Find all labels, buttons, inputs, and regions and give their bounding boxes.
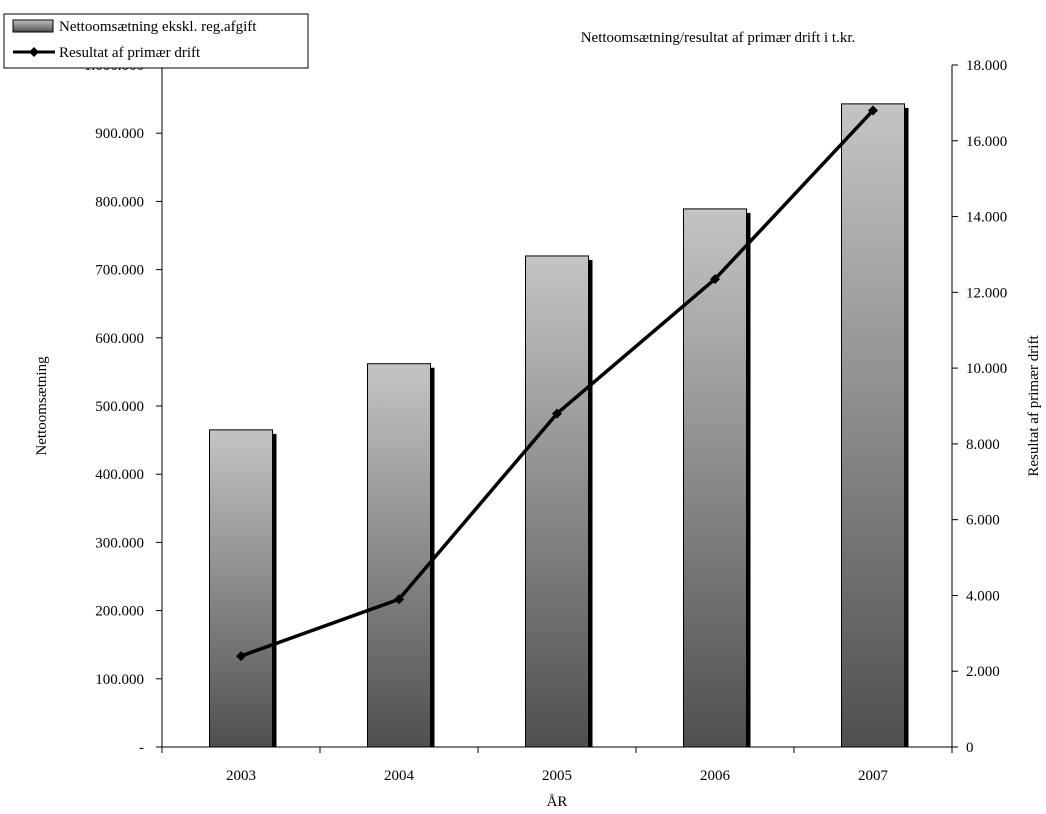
x-axis-title: ÅR [547,794,568,810]
legend: Nettoomsætning ekskl. reg.afgift Resulta… [3,13,309,69]
right-y-tick-label: 0 [966,740,974,756]
right-y-axis-title: Resultat af primær drift [1026,335,1042,477]
right-y-tick-label: 4.000 [966,588,1000,604]
right-y-tick-label: 6.000 [966,513,1000,529]
left-y-tick-label: 600.000 [95,331,144,347]
left-y-tick-label: 500.000 [95,399,144,415]
right-y-tick-label: 18.000 [966,58,1007,74]
legend-swatch-bar [12,19,54,33]
left-y-tick-label: - [139,740,144,756]
bars-layer [209,103,909,748]
line-point-2006 [710,274,720,285]
legend-label-line: Resultat af primær drift [59,45,201,61]
bar-2006 [683,208,747,748]
right-y-tick-label: 10.000 [966,361,1007,377]
bar-2005 [525,255,589,748]
x-tick-label: 2007 [858,768,889,784]
left-y-tick-label: 100.000 [95,672,144,688]
left-y-tick-label: 700.000 [95,263,144,279]
legend-box [3,13,309,69]
line-point-2003 [236,651,246,662]
right-y-tick-label: 8.000 [966,437,1000,453]
bar-2007 [841,103,905,748]
left-y-tick-label: 400.000 [95,467,144,483]
bar-2004 [367,363,431,748]
left-y-tick-label: 300.000 [95,535,144,551]
x-tick-label: 2005 [542,768,572,784]
bar-2003 [209,429,273,748]
chart-title: Nettoomsætning/resultat af primær drift … [581,30,856,46]
left-y-tick-label: 200.000 [95,604,144,620]
legend-marker-diamond-icon [29,47,39,57]
line-point-2007 [868,105,878,116]
left-y-tick-label: 800.000 [95,194,144,210]
x-tick-label: 2003 [226,768,256,784]
right-y-tick-label: 14.000 [966,210,1007,226]
legend-label-bar: Nettoomsætning ekskl. reg.afgift [59,19,257,35]
left-y-tick-label: 900.000 [95,126,144,142]
right-y-tick-label: 16.000 [966,134,1007,150]
right-y-tick-label: 2.000 [966,664,1000,680]
x-tick-label: 2006 [700,768,731,784]
right-y-tick-label: 12.000 [966,285,1007,301]
x-tick-label: 2004 [384,768,415,784]
line-point-2004 [394,594,404,605]
line-layer [236,105,878,662]
line-point-2005 [552,408,562,419]
left-y-axis-title: Nettoomsætning [34,356,50,456]
